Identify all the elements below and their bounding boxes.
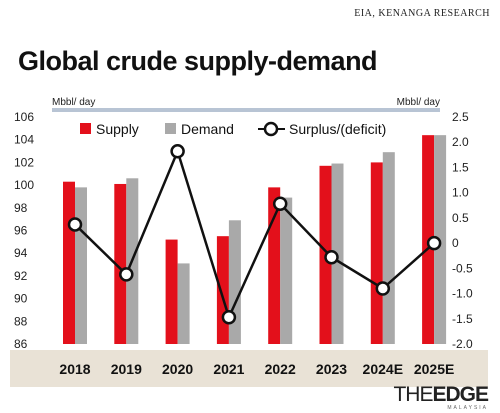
y-right-axis: 2.5 2.0 1.5 1.0 0.5 0 -0.5 -1.0 -1.5 -2.0 — [452, 110, 473, 351]
x-tick-label: 2023 — [316, 361, 347, 377]
y-right-tick: 0.5 — [452, 211, 469, 225]
surplus-point — [119, 267, 134, 282]
legend-surplus-marker — [263, 121, 279, 137]
surplus-point — [67, 217, 83, 232]
legend-supply-label: Supply — [96, 121, 139, 137]
supply-bar — [370, 162, 383, 344]
legend-demand-swatch — [165, 123, 176, 134]
x-tick-label: 2022 — [265, 361, 296, 377]
demand-bar — [280, 197, 293, 344]
y-left-tick: 90 — [14, 292, 28, 306]
supply-bar — [63, 181, 75, 344]
demand-bar — [382, 152, 395, 344]
y-left-tick: 94 — [14, 246, 28, 260]
surplus-line — [67, 144, 442, 325]
source-label: EIA, KENANGA RESEARCH — [354, 8, 490, 19]
top-band — [52, 108, 440, 112]
demand-bar — [177, 263, 190, 344]
y-right-tick: 1.5 — [452, 160, 469, 174]
y-right-tick: 1.0 — [452, 186, 469, 200]
y-right-tick: 0 — [452, 236, 459, 250]
supply-bar — [268, 187, 281, 344]
y-left-tick: 92 — [14, 269, 28, 283]
x-tick-label: 2025E — [414, 361, 454, 377]
surplus-point — [375, 281, 391, 296]
supply-bar — [216, 236, 229, 344]
y-right-tick: 2.5 — [452, 110, 469, 124]
brand-sub: MALAYSIA — [447, 405, 488, 411]
y-right-tick: -0.5 — [452, 261, 473, 275]
supply-bar — [165, 239, 178, 344]
demand-bar — [228, 220, 241, 344]
x-tick-label: 2021 — [213, 361, 244, 377]
y-left-tick: 106 — [14, 110, 34, 124]
y-left-tick: 104 — [14, 133, 34, 147]
surplus-polyline — [74, 147, 435, 321]
y-left-tick: 98 — [14, 201, 28, 215]
y-left-tick: 96 — [14, 224, 28, 238]
supply-bar — [114, 183, 127, 344]
y-left-axis: 106 104 102 100 98 96 94 92 90 88 86 — [14, 110, 34, 351]
surplus-point — [170, 144, 185, 159]
y-right-tick: 2.0 — [452, 135, 469, 149]
bars — [63, 135, 447, 344]
surplus-point — [221, 310, 237, 325]
x-axis: 2018 2019 2020 2021 2022 2023 2024E 2025E — [59, 361, 454, 377]
surplus-point — [426, 235, 442, 251]
x-tick-label: 2024E — [363, 361, 403, 377]
y-right-tick: -1.5 — [452, 312, 473, 326]
x-tick-label: 2018 — [59, 361, 90, 377]
legend-supply-swatch — [80, 123, 91, 134]
chart-title: Global crude supply-demand — [18, 46, 378, 76]
y-right-tick: -1.0 — [452, 287, 473, 301]
surplus-point — [324, 249, 339, 265]
y-left-tick: 86 — [14, 337, 28, 351]
y-left-tick: 102 — [14, 155, 34, 169]
y-right-unit: Mbbl/ day — [397, 97, 440, 108]
y-left-unit: Mbbl/ day — [52, 97, 95, 108]
brand-logo: THEEDGE — [393, 383, 489, 406]
y-right-tick: -2.0 — [452, 337, 473, 351]
y-left-tick: 88 — [14, 314, 28, 328]
x-axis-band — [10, 350, 488, 387]
legend: Supply Demand Surplus/(deficit) — [80, 121, 386, 137]
legend-surplus-label: Surplus/(deficit) — [289, 121, 386, 137]
demand-bar — [75, 187, 87, 344]
surplus-point — [272, 196, 288, 212]
x-tick-label: 2019 — [111, 361, 142, 377]
legend-demand-label: Demand — [181, 121, 234, 137]
y-left-tick: 100 — [14, 178, 34, 192]
x-tick-label: 2020 — [162, 361, 193, 377]
